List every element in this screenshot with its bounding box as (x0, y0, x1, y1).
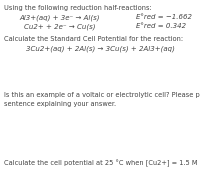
Text: Using the following reduction half-reactions:: Using the following reduction half-react… (4, 5, 152, 10)
Text: Calculate the cell potential at 25 °C when [Cu2+] = 1.5 M and [Al3+] = 0.0015 M: Calculate the cell potential at 25 °C wh… (4, 159, 200, 167)
Text: sentence explaining your answer.: sentence explaining your answer. (4, 101, 116, 107)
Text: Calculate the Standard Cell Potential for the reaction:: Calculate the Standard Cell Potential fo… (4, 36, 183, 42)
Text: Al3+(aq) + 3e⁻ → Al(s): Al3+(aq) + 3e⁻ → Al(s) (20, 14, 100, 21)
Text: Cu2+ + 2e⁻ → Cu(s): Cu2+ + 2e⁻ → Cu(s) (24, 23, 96, 30)
Text: 3Cu2+(aq) + 2Al(s) → 3Cu(s) + 2Al3+(aq): 3Cu2+(aq) + 2Al(s) → 3Cu(s) + 2Al3+(aq) (26, 45, 174, 52)
Text: E°red = −1.662: E°red = −1.662 (136, 14, 192, 20)
Text: Is this an example of a voltaic or electrolytic cell? Please provide at least on: Is this an example of a voltaic or elect… (4, 92, 200, 98)
Text: E°red = 0.342: E°red = 0.342 (136, 23, 186, 29)
